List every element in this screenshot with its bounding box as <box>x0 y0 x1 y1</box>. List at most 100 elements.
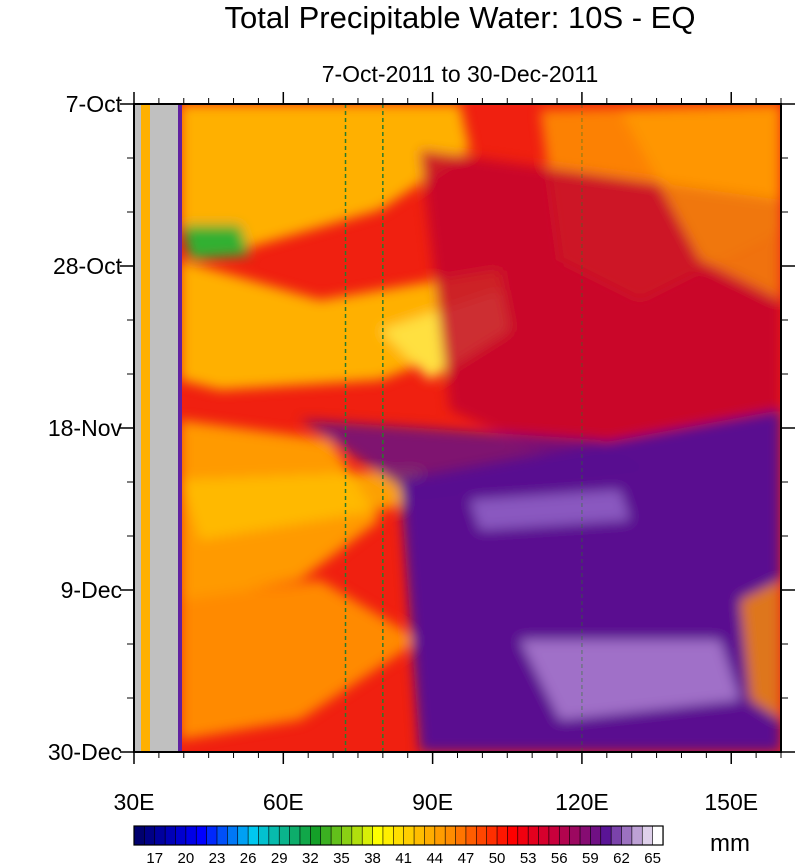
colorbar-label: 53 <box>520 850 537 867</box>
x-tick-label: 30E <box>114 789 155 815</box>
colorbar-bin <box>413 825 426 846</box>
colorbar-bin <box>206 825 218 846</box>
colorbar-bin <box>652 825 664 846</box>
field-blobs <box>180 104 781 752</box>
colorbar-bin <box>496 825 509 846</box>
x-tick-label: 150E <box>704 789 758 815</box>
colorbar-label: 50 <box>489 850 506 867</box>
coastal-purple-edge <box>178 104 182 752</box>
colorbar-label: 17 <box>146 850 163 867</box>
colorbar-bin <box>641 825 654 846</box>
colorbar-bin <box>195 825 208 846</box>
colorbar-bin <box>299 825 311 846</box>
y-axis: 7-Oct 28-Oct 18-Nov 9-Dec 30-Dec <box>48 91 795 765</box>
colorbar-bin <box>133 825 145 846</box>
colorbar-bin <box>175 825 187 846</box>
y-tick-label: 7-Oct <box>66 91 123 117</box>
yellow-east-edge <box>740 580 781 720</box>
colorbar: 17 20 23 26 29 32 35 38 41 44 47 50 53 56 59 62 65 <box>133 825 664 867</box>
y-tick-label: 30-Dec <box>48 739 122 765</box>
colorbar-frame <box>133 825 664 846</box>
colorbar-label: 44 <box>426 850 443 867</box>
colorbar-label: 41 <box>395 850 412 867</box>
colorbar-bin <box>590 825 602 846</box>
colorbar-bin <box>268 825 280 846</box>
colorbar-label: 59 <box>582 850 599 867</box>
colorbar-bin <box>507 825 519 846</box>
dashed-lines <box>344 104 583 752</box>
colorbar-bin <box>538 825 550 846</box>
orange-lower-west-2 <box>180 580 420 740</box>
colorbar-bin <box>600 825 612 846</box>
colorbar-label: 32 <box>302 850 319 867</box>
colorbar-bin <box>527 825 540 846</box>
colorbar-bin <box>144 825 156 846</box>
colorbar-label: 62 <box>613 850 630 867</box>
colorbar-label: 35 <box>333 850 350 867</box>
colorbar-bin <box>403 825 415 846</box>
purple-band-nov <box>300 420 650 500</box>
yellow-diag-mid <box>180 470 440 540</box>
colorbar-bin <box>621 825 633 846</box>
colorbar-label: 29 <box>271 850 288 867</box>
colorbar-bin <box>237 825 249 846</box>
colorbar-label: 65 <box>644 850 661 867</box>
coastal-yellow-strip <box>141 104 150 752</box>
colorbar-bin <box>631 825 643 846</box>
colorbar-bin <box>486 825 498 846</box>
colorbar-unit: mm <box>710 830 750 857</box>
colorbar-bin <box>164 825 177 846</box>
x-tick-label: 60E <box>263 789 304 815</box>
y-tick-label: 9-Dec <box>61 577 122 603</box>
x-tick-label: 120E <box>555 789 609 815</box>
lavender-patch-dec <box>520 640 740 720</box>
colorbar-bin <box>455 825 467 846</box>
colorbar-bin <box>216 825 228 846</box>
lavender-patch-nov <box>470 490 630 530</box>
colorbar-bin <box>372 825 384 846</box>
colorbar-bin <box>258 825 270 846</box>
plot-area <box>134 104 781 752</box>
colorbar-bin <box>330 825 343 846</box>
colorbar-bin <box>310 825 322 846</box>
colorbar-bin <box>424 825 436 846</box>
colorbar-bin <box>289 825 301 846</box>
chart-subtitle: 7-Oct-2011 to 30-Dec-2011 <box>322 61 599 87</box>
green-patch-oct <box>182 225 250 260</box>
colorbar-bin <box>569 825 581 846</box>
colorbar-bin <box>351 825 363 846</box>
colorbar-label: 26 <box>240 850 257 867</box>
yellow-band-top-west <box>180 104 470 250</box>
colorbar-bin <box>361 825 374 846</box>
colorbar-label: 20 <box>178 850 195 867</box>
land-mask-strip <box>150 104 178 752</box>
colorbar-bin <box>227 825 239 846</box>
colorbar-bin <box>579 825 591 846</box>
x-tick-label: 90E <box>412 789 453 815</box>
chart-title: Total Precipitable Water: 10S - EQ <box>225 0 696 35</box>
colorbar-bin <box>341 825 353 846</box>
y-tick-label: 28-Oct <box>53 253 123 279</box>
colorbar-bin <box>278 825 291 846</box>
colorbar-label: 23 <box>209 850 226 867</box>
colorbar-bin <box>548 825 560 846</box>
y-tick-label: 18-Nov <box>48 415 123 441</box>
orange-east-oct <box>620 104 781 300</box>
colorbar-bin <box>517 825 529 846</box>
colorbar-bin <box>247 825 260 846</box>
colorbar-bin <box>444 825 457 846</box>
colorbar-bin <box>465 825 477 846</box>
coastal-strip-west <box>134 104 141 752</box>
colorbar-bin <box>185 825 197 846</box>
colorbar-label: 47 <box>458 850 475 867</box>
colorbar-bin <box>610 825 623 846</box>
colorbar-bin <box>393 825 405 846</box>
colorbar-bin <box>320 825 332 846</box>
colorbar-bin <box>434 825 446 846</box>
colorbar-bin <box>475 825 488 846</box>
x-axis: 30E 60E 90E 120E 150E <box>114 92 782 815</box>
colorbar-label: 56 <box>551 850 568 867</box>
colorbar-label: 38 <box>364 850 381 867</box>
colorbar-bin <box>154 825 166 846</box>
